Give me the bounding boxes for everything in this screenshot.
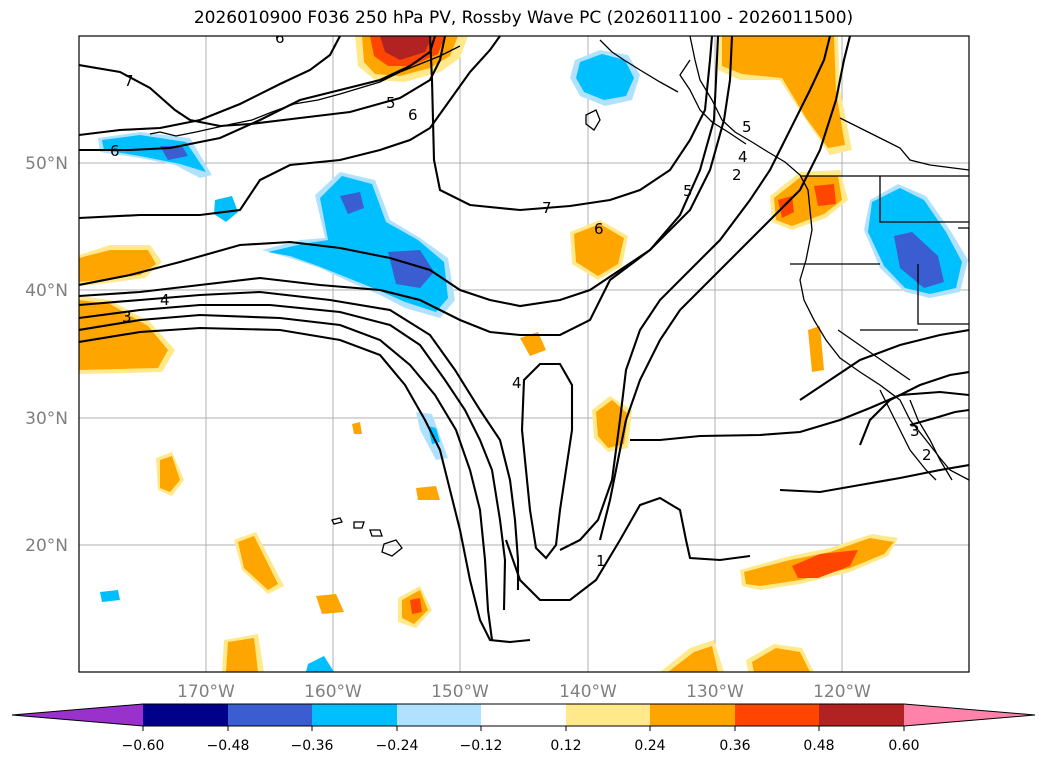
contour-label: 6 — [408, 106, 418, 124]
shade-positive — [808, 326, 824, 372]
lat-tick: 40°N — [25, 281, 68, 301]
lat-tick: 50°N — [25, 154, 68, 174]
shade-positive — [792, 550, 858, 578]
lon-tick: 160°W — [304, 682, 362, 702]
shade-positive — [160, 456, 180, 492]
lon-axis: 170°W 160°W 150°W 140°W 130°W 120°W — [177, 682, 871, 702]
map-title: 2026010900 F036 250 hPa PV, Rossby Wave … — [193, 8, 854, 28]
shade-positive — [380, 36, 432, 60]
map-panel: 7 6 6 5 6 7 6 5 4 3 4 1 2 4 5 3 2 — [79, 29, 969, 672]
contour-label: 3 — [122, 308, 132, 326]
shade-negative — [160, 146, 188, 160]
shade-positive — [778, 196, 794, 218]
lon-tick: 170°W — [177, 682, 235, 702]
shade-negative — [102, 135, 206, 172]
colorbar-tick-label: 0.48 — [803, 738, 834, 754]
shade-negative — [100, 590, 120, 602]
contour-label: 4 — [160, 291, 170, 309]
colorbar-segment — [566, 704, 650, 726]
colorbar-segment — [481, 704, 566, 726]
colorbar-segment — [143, 704, 228, 726]
shade-positive — [316, 594, 344, 614]
contour-label: 2 — [922, 446, 932, 464]
shade-positive — [520, 332, 546, 356]
contour-label: 1 — [596, 552, 606, 570]
pv-shading — [79, 36, 968, 672]
colorbar-tick-label: −0.12 — [460, 738, 503, 754]
lat-tick: 20°N — [25, 536, 68, 556]
colorbar-tick-label: −0.24 — [376, 738, 419, 754]
shade-positive — [410, 598, 422, 614]
colorbar-segment — [819, 704, 904, 726]
contour-label: 5 — [386, 94, 396, 112]
shade-positive — [722, 36, 845, 148]
coastlines — [149, 36, 969, 557]
contour-label: 7 — [124, 72, 134, 90]
contour-labels: 7 6 6 5 6 7 6 5 4 3 4 1 2 4 5 3 2 — [110, 29, 932, 570]
shade-positive — [416, 486, 440, 500]
colorbar-tick-label: 0.60 — [888, 738, 919, 754]
contour-label: 7 — [542, 199, 552, 217]
colorbar-tick-label: 0.36 — [719, 738, 750, 754]
colorbar-tick-label: 0.24 — [634, 738, 665, 754]
shade-negative — [214, 196, 238, 222]
shade-positive — [238, 536, 278, 590]
contour-label: 6 — [594, 220, 604, 238]
shade-positive — [668, 646, 718, 672]
shade-positive — [574, 224, 624, 276]
contour-label: 4 — [512, 374, 522, 392]
contour-label: 6 — [110, 142, 120, 160]
shade-negative — [340, 192, 364, 214]
lat-axis: 20°N 30°N 40°N 50°N — [25, 154, 68, 556]
lon-tick: 120°W — [813, 682, 871, 702]
shade-positive — [352, 422, 362, 434]
colorbar: −0.60 −0.48 −0.36 −0.24 −0.12 0.12 0.24 … — [11, 703, 1036, 754]
shade-negative — [388, 250, 434, 288]
colorbar-segment — [228, 704, 312, 726]
contour-label: 6 — [275, 29, 285, 47]
colorbar-extend-right — [904, 704, 1035, 726]
shade-negative — [576, 54, 634, 100]
lon-tick: 150°W — [431, 682, 489, 702]
colorbar-segment — [397, 704, 481, 726]
shade-positive — [814, 184, 836, 206]
shade-positive — [752, 648, 810, 672]
lat-tick: 30°N — [25, 409, 68, 429]
colorbar-tick-label: −0.36 — [291, 738, 334, 754]
contour-label: 2 — [732, 166, 742, 184]
pv-contours — [79, 36, 969, 644]
contour-label: 5 — [742, 118, 752, 136]
colorbar-tick-label: −0.60 — [122, 738, 165, 754]
shade-negative — [894, 232, 944, 288]
colorbar-segment — [735, 704, 819, 726]
colorbar-tick-label: 0.12 — [550, 738, 581, 754]
lon-tick: 140°W — [559, 682, 617, 702]
colorbar-segment — [650, 704, 735, 726]
contour-label: 3 — [910, 422, 920, 440]
contour-label: 5 — [683, 182, 693, 200]
gridlines — [79, 36, 969, 672]
map-frame — [78, 35, 970, 673]
colorbar-tick-label: −0.48 — [207, 738, 250, 754]
contour-label: 4 — [738, 148, 748, 166]
shade-negative — [306, 656, 334, 672]
shade-positive — [226, 638, 258, 672]
lon-tick: 130°W — [686, 682, 744, 702]
colorbar-extend-left — [12, 704, 143, 726]
colorbar-segment — [312, 704, 397, 726]
